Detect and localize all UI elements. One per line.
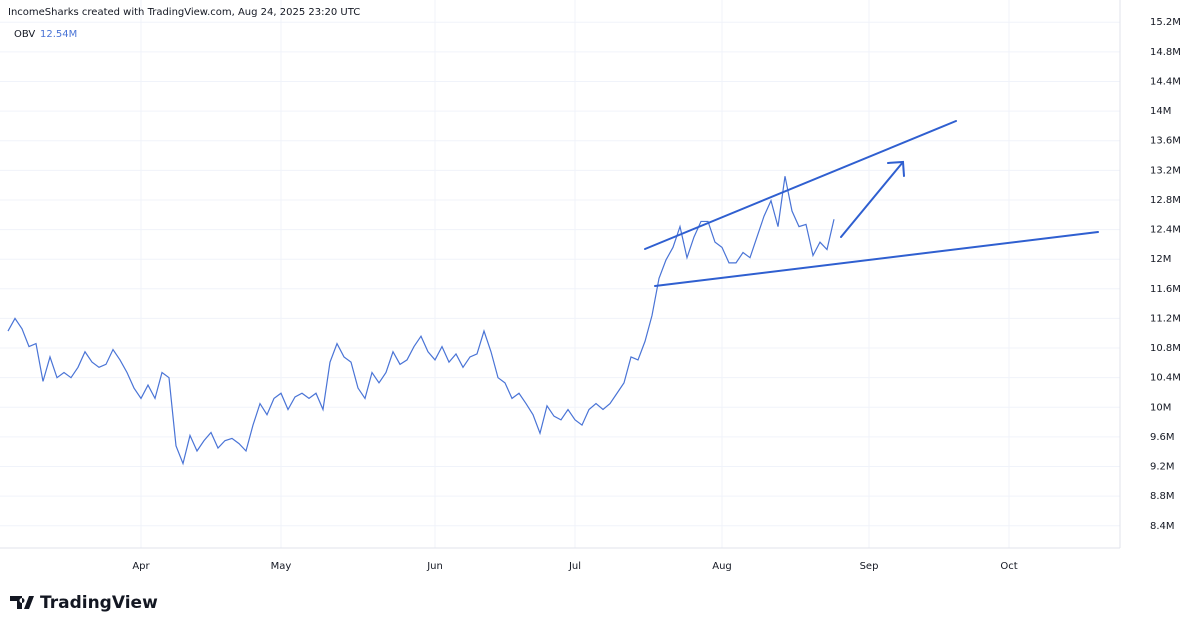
y-tick-label: 14.4M [1150,76,1181,87]
obv-line [7,176,835,466]
logo-icon [10,596,34,609]
y-tick-label: 8.8M [1150,491,1175,502]
trend-line [654,231,1099,287]
plot [7,176,835,466]
y-tick-label: 12M [1150,254,1171,265]
x-tick-label: Jul [568,561,581,572]
x-tick-label: May [271,561,292,572]
y-tick-label: 15.2M [1150,17,1181,28]
indicator-value: 12.54M [40,29,77,40]
y-tick-label: 13.6M [1150,136,1181,147]
y-tick-label: 8.4M [1150,521,1175,532]
y-tick-label: 10.8M [1150,343,1181,354]
y-tick-label: 11.2M [1150,313,1181,324]
indicator-name: OBV [14,29,35,40]
y-tick-label: 10.4M [1150,373,1181,384]
y-tick-label: 9.6M [1150,432,1175,443]
arrow-head [887,160,905,177]
x-tick-label: Sep [860,561,879,572]
trend-line [644,120,957,250]
logo: TradingView [10,593,158,613]
y-tick-label: 12.4M [1150,225,1181,236]
y-tick-label: 10M [1150,402,1171,413]
x-tick-label: Apr [132,561,150,572]
chart-title: IncomeSharks created with TradingView.co… [8,7,360,18]
arrow [840,161,904,238]
y-tick-label: 9.2M [1150,462,1175,473]
y-tick-label: 11.6M [1150,284,1181,295]
logo-text: TradingView [40,593,158,613]
y-tick-label: 14M [1150,106,1171,117]
y-tick-label: 12.8M [1150,195,1181,206]
y-tick-label: 14.8M [1150,47,1181,58]
y-tick-label: 13.2M [1150,165,1181,176]
x-tick-label: Aug [712,561,732,572]
x-tick-label: Oct [1000,561,1017,572]
x-tick-label: Jun [426,561,443,572]
grid [0,0,1120,548]
